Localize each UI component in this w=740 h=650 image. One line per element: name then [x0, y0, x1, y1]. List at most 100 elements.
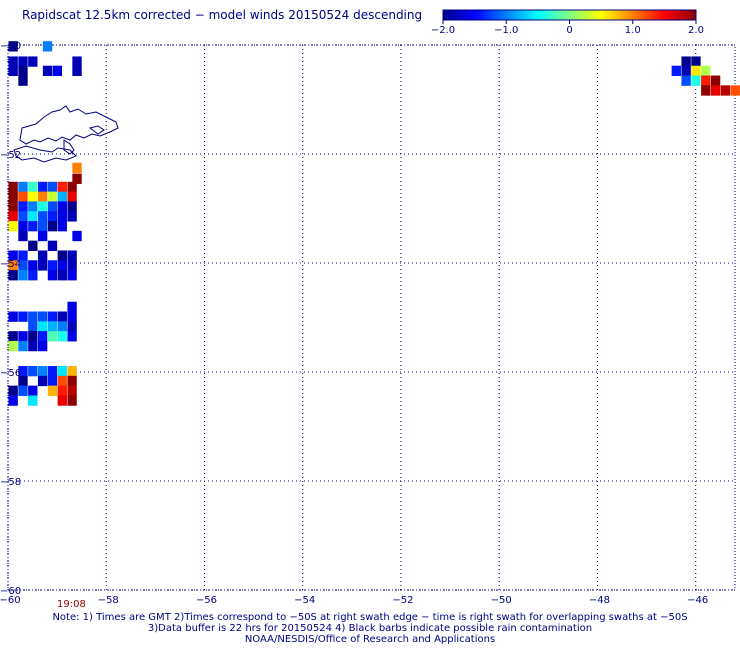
data-cell [57, 270, 67, 281]
data-cell [28, 311, 38, 322]
data-cell [8, 201, 18, 212]
data-cell [67, 191, 77, 202]
time-label: 19:08 [57, 599, 86, 610]
data-cell [72, 162, 82, 174]
data-cell [720, 85, 731, 96]
data-cell [18, 75, 28, 86]
data-cell [67, 181, 77, 193]
data-cell [28, 181, 38, 193]
data-cell [47, 260, 58, 271]
data-cell [47, 240, 58, 251]
coastline-path [19, 105, 119, 145]
data-cell [691, 56, 701, 67]
x-tick-label: −52 [392, 595, 413, 606]
data-cell [8, 181, 18, 193]
data-cell [8, 65, 18, 77]
y-tick-label: −54 [0, 259, 21, 270]
data-cell [710, 85, 721, 96]
data-cell [37, 221, 48, 232]
data-cell [8, 340, 18, 352]
data-cell [57, 366, 67, 377]
data-cell [671, 65, 681, 77]
data-cell [710, 75, 721, 86]
data-cell [37, 260, 48, 271]
data-cell [8, 311, 18, 322]
data-cell [57, 221, 67, 232]
data-cell [18, 191, 28, 202]
data-cell [701, 65, 711, 77]
x-tick-label: −46 [687, 595, 708, 606]
data-cell [8, 270, 18, 281]
grid-lines [7, 44, 736, 591]
data-cell [57, 191, 67, 202]
data-cell [28, 56, 38, 67]
plot-border [7, 44, 736, 591]
data-cell [42, 65, 53, 77]
data-cell [57, 181, 67, 193]
data-cell [47, 321, 58, 332]
data-cell [47, 181, 58, 193]
data-cell [18, 366, 28, 377]
data-cell [47, 191, 58, 202]
data-cell [681, 65, 691, 77]
data-cell [18, 65, 28, 77]
data-cell [18, 385, 28, 396]
data-cell [67, 366, 77, 377]
data-cell [37, 181, 48, 193]
data-cell [57, 321, 67, 332]
data-cell [28, 395, 38, 406]
data-cell [691, 75, 701, 86]
data-cell [57, 250, 67, 261]
y-tick-label: −56 [0, 368, 21, 379]
data-cell [28, 331, 38, 342]
y-tick-label: −52 [0, 150, 21, 161]
data-cell [47, 221, 58, 232]
chart-title: Rapidscat 12.5km corrected − model winds… [22, 8, 423, 22]
data-cell [37, 321, 48, 332]
y-tick-label: −60 [0, 586, 21, 597]
data-cell [8, 260, 18, 271]
data-cell [28, 340, 38, 352]
data-cell [47, 211, 58, 222]
x-tick-label: −60 [0, 595, 21, 606]
data-cell [67, 375, 77, 387]
coastline-path [13, 145, 77, 163]
data-cell [18, 250, 28, 261]
data-cell [67, 201, 77, 212]
data-cell [67, 260, 77, 271]
data-cell [37, 191, 48, 202]
data-cell [37, 250, 48, 261]
data-cell [18, 211, 28, 222]
data-cell [47, 385, 58, 396]
data-cells [8, 41, 740, 406]
colorbar-tick-label: 1.0 [625, 25, 641, 36]
data-cell [18, 181, 28, 193]
data-cell [18, 56, 28, 67]
data-cell [72, 173, 82, 184]
data-cell [730, 85, 740, 96]
footnote-line: 3)Data buffer is 22 hrs for 20150524 4) … [147, 623, 593, 634]
data-cell [37, 201, 48, 212]
data-cell [701, 75, 711, 86]
data-cell [57, 385, 67, 396]
data-cell [8, 221, 18, 232]
data-cell [57, 395, 67, 406]
data-cell [8, 331, 18, 342]
colorbar-tick-label: 0 [566, 25, 572, 36]
data-cell [47, 311, 58, 322]
data-cell [28, 260, 38, 271]
x-tick-label: −50 [491, 595, 512, 606]
data-cell [67, 385, 77, 396]
data-cell [18, 230, 28, 242]
data-cell [18, 201, 28, 212]
y-tick-label: −58 [0, 477, 21, 488]
y-tick-label: −50 [0, 41, 21, 52]
data-cell [72, 230, 82, 242]
data-cell [8, 41, 18, 52]
data-cell [37, 211, 48, 222]
data-cell [52, 65, 63, 77]
data-cell [37, 340, 48, 352]
data-cell [37, 331, 48, 342]
data-cell [18, 340, 28, 352]
